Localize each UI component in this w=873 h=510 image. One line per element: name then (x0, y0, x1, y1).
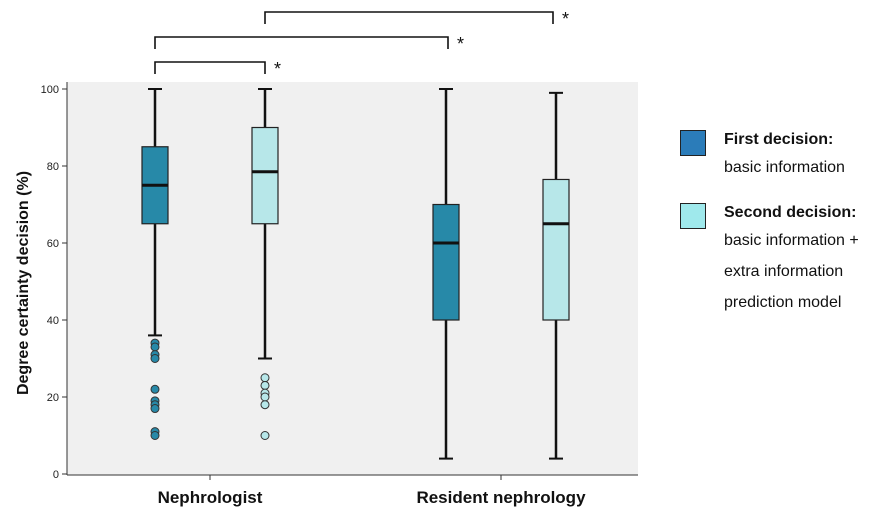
outlier-point (150, 342, 160, 352)
significance-star: * (457, 34, 464, 54)
legend-item-second-decision: Second decision: basic information + ext… (680, 201, 870, 318)
y-tick-label: 100 (41, 84, 59, 96)
legend-line: extra information (724, 263, 844, 280)
legend: First decision: basic information Second… (680, 128, 870, 336)
y-tick-label: 80 (47, 161, 59, 173)
legend-line: prediction model (724, 294, 842, 311)
legend-line: basic information + (724, 232, 859, 249)
legend-title-second-decision: Second decision: (724, 204, 857, 221)
significance-star: * (562, 9, 569, 29)
y-axis-label: Degree certainty decision (%) (15, 171, 32, 395)
y-tick-label: 0 (53, 469, 59, 481)
legend-swatch-first-decision (680, 130, 706, 156)
y-tick-label: 60 (47, 238, 59, 250)
legend-item-first-decision: First decision: basic information (680, 128, 870, 183)
y-tick-label: 40 (47, 315, 59, 327)
axes: 0 20 40 60 80 100 Nephrologist Resident nephrol… (41, 82, 638, 507)
outlier-point (260, 400, 270, 410)
x-category-label: Nephrologist (158, 488, 263, 507)
outlier-point (260, 392, 270, 402)
box-second-decision-resident (542, 91, 570, 460)
legend-swatch-second-decision (680, 203, 706, 229)
outlier-point (150, 354, 160, 363)
box-first-decision-resident (432, 88, 460, 460)
significance-bracket (154, 61, 266, 74)
box-second-decision-nephrologist (251, 88, 279, 440)
outlier-point (150, 384, 160, 394)
iqr-box (542, 178, 570, 321)
iqr-box (251, 126, 279, 225)
significance-bracket (154, 36, 449, 49)
significance-star: * (274, 59, 281, 79)
y-tick-label: 20 (47, 392, 59, 404)
legend-title-first-decision: First decision: (724, 131, 834, 148)
outlier-point (150, 404, 160, 414)
outlier-point (260, 380, 270, 390)
legend-line: basic information (724, 159, 845, 176)
outlier-point (260, 373, 270, 383)
significance-brackets: * * * (154, 9, 569, 79)
iqr-box (432, 203, 460, 321)
box-first-decision-nephrologist (141, 88, 169, 440)
significance-bracket (264, 11, 554, 24)
x-category-label: Resident nephrology (416, 488, 586, 507)
outlier-point (260, 431, 270, 440)
outlier-point (150, 431, 160, 440)
boxes (141, 88, 570, 460)
